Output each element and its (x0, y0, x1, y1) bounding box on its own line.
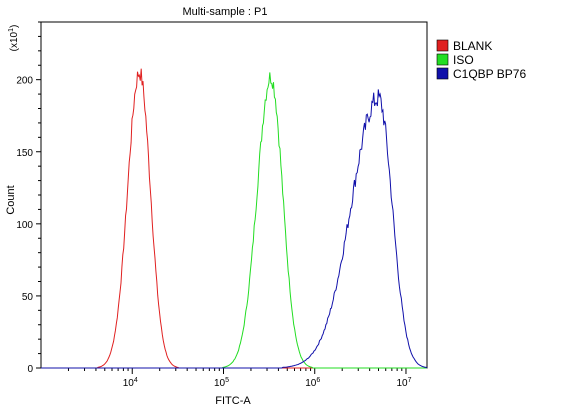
y-multiplier-suffix: ) (9, 25, 20, 28)
x-tick-label: 106 (305, 377, 320, 389)
y-multiplier-exponent: 1 (8, 28, 15, 32)
y-tick-label: 100 (16, 220, 33, 231)
x-tick-base: 10 (396, 378, 408, 389)
series-line-blank (41, 68, 427, 369)
y-tick-label: 50 (22, 292, 34, 303)
x-tick-label: 104 (123, 377, 138, 389)
series-line-iso (41, 72, 427, 369)
x-tick-base: 10 (214, 378, 226, 389)
x-tick-exponent: 5 (225, 377, 229, 384)
x-tick-exponent: 6 (316, 377, 320, 384)
legend-swatch (436, 39, 449, 52)
legend-swatch (436, 67, 449, 80)
x-tick-base: 10 (123, 378, 135, 389)
y-multiplier-label: (x101) (8, 25, 20, 52)
x-tick-label: 107 (396, 377, 411, 389)
x-tick-label: 105 (214, 377, 229, 389)
legend-swatch (436, 53, 449, 66)
y-tick-label: 150 (16, 148, 33, 159)
y-multiplier-prefix: (x10 (9, 31, 20, 51)
plot-frame (40, 21, 428, 369)
series-line-c1qbp-bp76 (41, 89, 428, 369)
x-axis-label: FITC-A (215, 395, 251, 407)
x-tick-exponent: 4 (134, 377, 138, 384)
chart-title: Multi-sample : P1 (183, 6, 268, 18)
legend-label: C1QBP BP76 (453, 67, 526, 81)
legend-label: ISO (453, 53, 474, 67)
y-tick-label: 0 (27, 364, 33, 375)
x-tick-base: 10 (305, 378, 317, 389)
legend-label: BLANK (453, 39, 492, 53)
series-layer (41, 68, 428, 369)
x-tick-exponent: 7 (408, 377, 412, 384)
y-tick-label: 200 (16, 76, 33, 87)
y-axis-label: Count (5, 185, 17, 214)
